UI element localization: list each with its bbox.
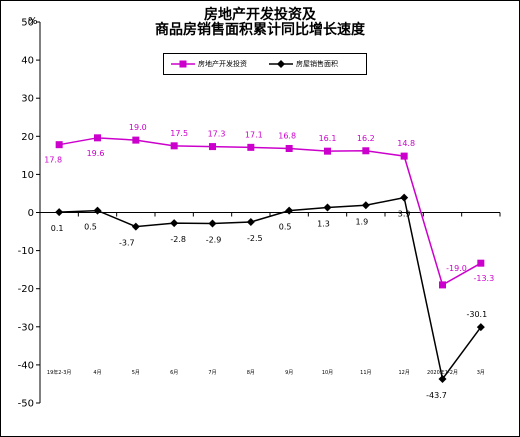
data-label-sales: -2.9 — [206, 236, 222, 245]
data-label-investment: 17.5 — [170, 129, 188, 138]
data-label-investment: 16.8 — [278, 131, 296, 140]
data-point-investment — [247, 143, 255, 151]
data-point-investment — [477, 259, 485, 267]
y-tick-label: 10 — [21, 170, 34, 181]
legend-item-investment: 房地产开发投资 — [170, 54, 247, 74]
legend-label-sales: 房屋销售面积 — [296, 60, 338, 68]
data-point-sales — [55, 208, 64, 217]
data-label-sales: -43.7 — [426, 391, 447, 400]
y-axis-unit: % — [28, 16, 38, 27]
chart-subtitle: 商品房销售面积累计同比增长速度 — [155, 22, 365, 38]
data-label-sales: -2.5 — [247, 234, 263, 243]
data-point-investment — [170, 142, 178, 150]
data-label-sales: 0.5 — [279, 223, 292, 232]
data-point-sales — [361, 201, 370, 210]
x-tick-label: 5月 — [132, 370, 140, 376]
data-label-investment: 17.8 — [44, 156, 62, 165]
y-tick-label: 50 — [21, 18, 34, 29]
data-point-investment — [324, 147, 331, 155]
legend-label-investment: 房地产开发投资 — [198, 60, 247, 68]
x-tick-label: 6月 — [170, 370, 178, 376]
data-point-sales — [246, 218, 255, 227]
x-tick-label: 10月 — [322, 370, 333, 376]
data-label-sales: 1.9 — [355, 217, 368, 226]
data-point-investment — [94, 134, 101, 142]
data-label-sales: -2.8 — [170, 235, 186, 244]
y-tick-label: 20 — [21, 132, 34, 143]
data-label-sales: -30.1 — [466, 310, 487, 319]
data-point-sales — [170, 219, 179, 228]
data-label-investment: 19.6 — [87, 149, 105, 158]
x-tick-label: 8月 — [247, 370, 255, 376]
data-point-sales — [400, 193, 409, 202]
data-point-sales — [323, 203, 332, 212]
y-tick-label: -20 — [18, 284, 34, 295]
data-label-investment: 16.2 — [357, 134, 375, 143]
data-point-sales — [476, 323, 485, 332]
y-tick-label: 0 — [28, 208, 34, 219]
x-tick-label: 9月 — [285, 370, 293, 376]
data-point-sales — [131, 222, 140, 231]
x-tick-label: 3月 — [477, 370, 485, 376]
y-tick-label: 40 — [21, 56, 34, 67]
data-point-investment — [209, 143, 216, 151]
y-tick-label: -50 — [18, 399, 34, 410]
data-label-investment: -19.0 — [446, 264, 467, 273]
series-line-1 — [59, 196, 482, 381]
data-point-sales — [208, 219, 217, 228]
legend-swatch-investment — [171, 60, 195, 68]
data-point-sales — [285, 206, 294, 215]
data-label-investment: -13.3 — [473, 274, 494, 283]
data-label-investment: 17.1 — [245, 130, 263, 139]
data-label-sales: 1.3 — [317, 220, 330, 229]
data-point-investment — [439, 281, 446, 289]
data-label-sales: 0.1 — [51, 224, 64, 233]
y-tick-label: -30 — [18, 322, 34, 333]
data-label-sales: 3.9 — [398, 210, 411, 219]
legend-swatch-sales — [269, 60, 293, 68]
series-line-0 — [59, 137, 482, 287]
data-label-investment: 19.0 — [129, 123, 147, 132]
data-label-investment: 17.3 — [208, 130, 226, 139]
x-tick-label: 4月 — [93, 370, 101, 376]
chart-title: 房地产开发投资及 — [204, 7, 316, 23]
data-point-investment — [400, 152, 408, 160]
data-label-sales: 0.5 — [84, 223, 97, 232]
x-tick-label: 12月 — [398, 370, 409, 376]
x-tick-label: 2020年1-2月 — [427, 369, 458, 376]
y-tick-label: -10 — [18, 246, 34, 257]
data-point-investment — [285, 144, 293, 152]
data-point-sales — [438, 374, 447, 383]
data-label-investment: 16.1 — [319, 134, 337, 143]
legend-item-sales: 房屋销售面积 — [268, 54, 338, 74]
data-point-investment — [55, 141, 63, 149]
data-point-investment — [362, 147, 370, 155]
data-point-investment — [132, 136, 140, 144]
y-tick-label: 30 — [21, 94, 34, 105]
x-tick-label: 19年2-3月 — [47, 369, 72, 376]
y-tick-label: -40 — [18, 360, 34, 371]
data-point-sales — [93, 206, 102, 215]
x-tick-label: 7月 — [208, 370, 216, 376]
chart-legend: 房地产开发投资 房屋销售面积 — [163, 53, 367, 75]
data-label-sales: -3.7 — [119, 239, 135, 248]
data-label-investment: 14.8 — [397, 139, 415, 148]
x-tick-label: 11月 — [360, 370, 371, 376]
